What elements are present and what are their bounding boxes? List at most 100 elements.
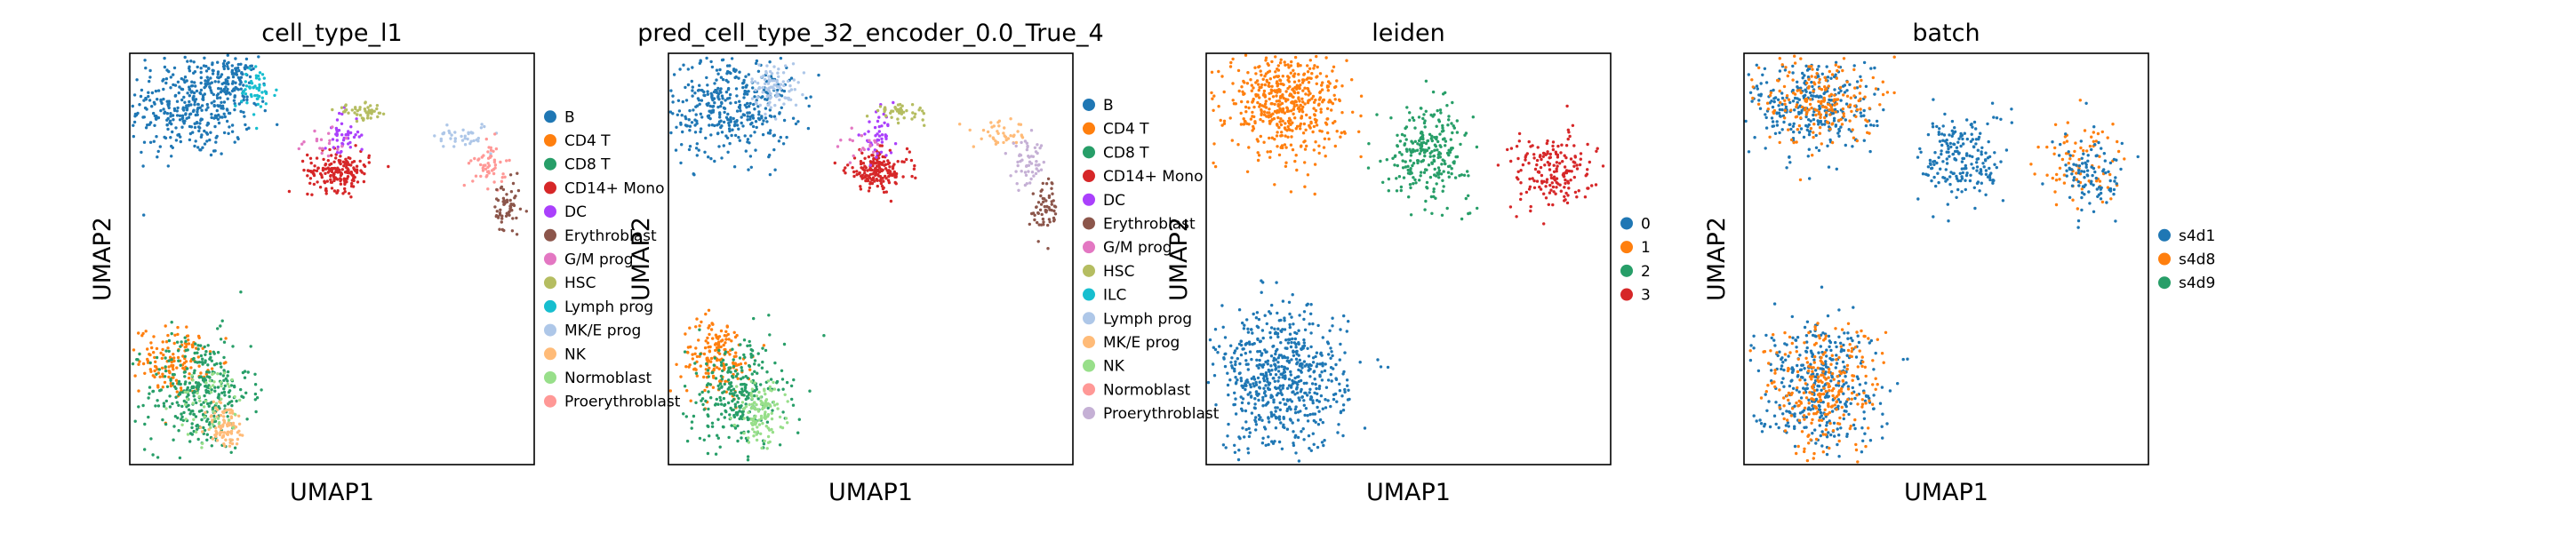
data-point — [252, 113, 256, 116]
data-point — [852, 174, 856, 179]
data-point — [1300, 144, 1303, 147]
legend-marker — [544, 110, 556, 123]
data-point — [354, 169, 357, 172]
data-point — [509, 190, 514, 194]
data-point — [772, 133, 776, 137]
data-point — [711, 322, 715, 326]
data-point — [171, 130, 174, 134]
legend-marker — [544, 371, 556, 384]
data-point — [189, 125, 194, 129]
data-point — [1252, 382, 1255, 386]
data-point — [740, 366, 743, 370]
data-point — [1560, 143, 1564, 147]
data-point — [227, 111, 231, 115]
data-point — [343, 182, 347, 187]
data-point — [748, 101, 752, 106]
data-point — [167, 349, 171, 354]
data-point — [1246, 330, 1251, 334]
data-point — [1455, 155, 1460, 159]
data-point — [219, 372, 222, 376]
data-point — [1346, 384, 1349, 387]
legend-label: CD8 T — [564, 156, 611, 174]
data-point — [1303, 161, 1307, 164]
data-point — [1764, 113, 1767, 116]
data-point — [1807, 123, 1811, 127]
data-point — [1318, 418, 1323, 422]
data-point — [750, 397, 754, 401]
data-point — [756, 430, 760, 434]
data-point — [212, 92, 215, 97]
data-point — [1234, 412, 1238, 416]
data-point — [1236, 68, 1241, 73]
data-point — [1262, 386, 1266, 390]
data-point — [205, 102, 209, 107]
data-point — [183, 382, 187, 386]
data-point — [174, 139, 179, 142]
data-point — [746, 344, 749, 347]
data-point — [1436, 148, 1439, 152]
data-point — [1037, 223, 1041, 227]
data-point — [716, 72, 720, 76]
data-point — [716, 86, 720, 91]
data-point — [505, 193, 508, 196]
data-point — [744, 362, 748, 365]
data-point — [1006, 137, 1011, 140]
data-point — [1808, 91, 1812, 95]
data-point — [185, 367, 189, 370]
data-point — [1303, 328, 1308, 331]
legend-marker — [544, 205, 556, 219]
data-point — [1271, 95, 1276, 99]
data-point — [1247, 434, 1252, 439]
data-point — [1276, 379, 1280, 383]
data-point — [476, 136, 480, 140]
data-point — [1269, 354, 1274, 358]
data-point — [1807, 118, 1811, 122]
data-point — [352, 135, 356, 139]
data-point — [188, 67, 191, 70]
y-axis-label: UMAP2 — [1703, 217, 1731, 301]
data-point — [1439, 111, 1443, 115]
data-point — [1212, 374, 1217, 378]
data-point — [695, 122, 699, 125]
data-point — [204, 399, 208, 403]
data-point — [248, 67, 252, 70]
data-point — [772, 380, 775, 385]
data-point — [1750, 99, 1754, 103]
data-point — [744, 75, 748, 78]
data-point — [1311, 412, 1315, 416]
data-point — [1744, 119, 1748, 123]
data-point — [1285, 107, 1290, 111]
legend-marker — [544, 252, 556, 266]
data-point — [1317, 410, 1321, 413]
data-point — [737, 127, 740, 131]
data-point — [1306, 346, 1309, 350]
data-point — [757, 423, 762, 426]
data-point — [718, 68, 722, 72]
data-point — [1389, 116, 1393, 120]
data-point — [1445, 104, 1449, 107]
data-point — [1301, 89, 1305, 92]
data-point — [775, 402, 780, 406]
data-point — [195, 89, 199, 93]
data-point — [302, 168, 306, 172]
data-point — [1285, 409, 1289, 413]
data-point — [688, 129, 692, 132]
data-point — [721, 77, 725, 82]
data-point — [1780, 107, 1784, 112]
data-point — [1277, 125, 1281, 130]
data-point — [719, 91, 723, 94]
data-point — [1451, 100, 1454, 105]
data-point — [302, 140, 306, 144]
data-point — [1239, 395, 1243, 399]
data-point — [1396, 144, 1399, 147]
data-point — [156, 115, 161, 120]
data-point — [1044, 182, 1049, 186]
data-point — [1827, 165, 1831, 169]
data-point — [216, 327, 220, 330]
data-point — [1812, 117, 1816, 122]
data-point — [212, 414, 216, 418]
data-point — [1442, 92, 1445, 96]
data-point — [1778, 89, 1781, 93]
data-point — [1547, 203, 1551, 206]
data-point — [861, 147, 865, 150]
